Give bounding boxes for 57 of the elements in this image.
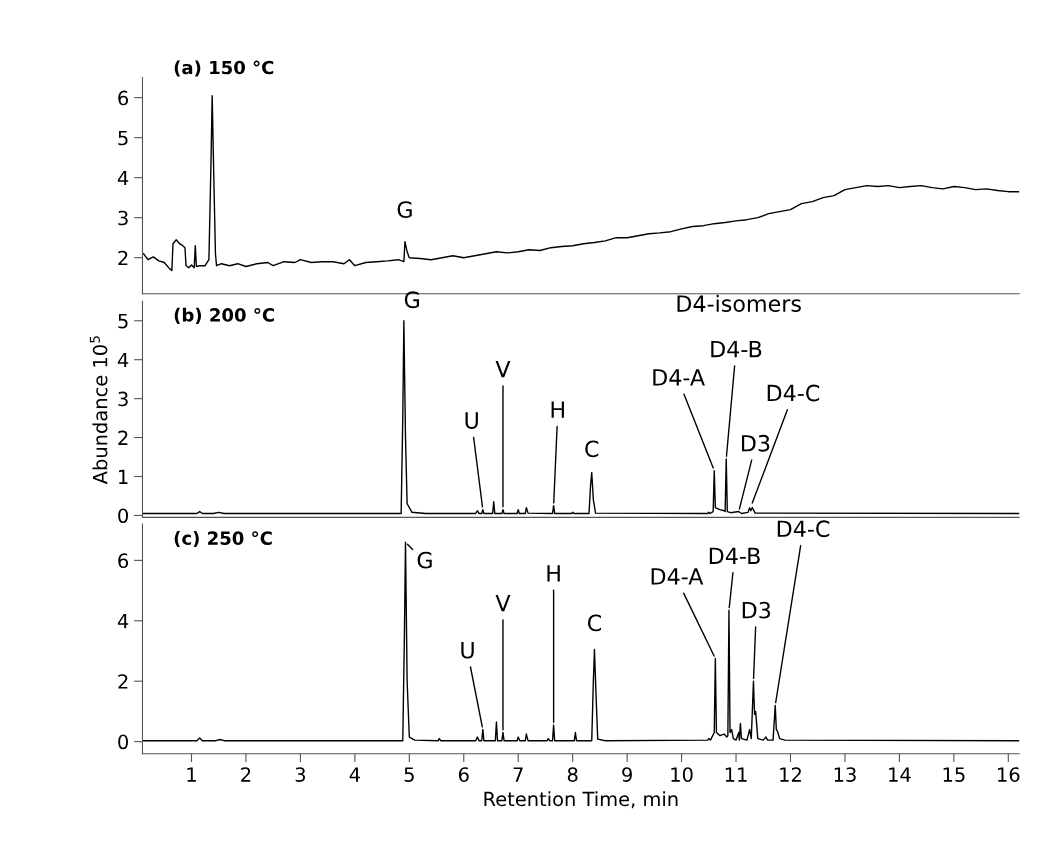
x-tick-label: 6 (458, 767, 469, 782)
chart-title: (c) 250 °C (174, 531, 272, 548)
annotation: D4-C (777, 520, 830, 538)
y-tick-label: 4 (117, 352, 129, 368)
x-tick-label: 4 (349, 767, 360, 782)
annotation: V (495, 360, 511, 378)
y-tick-label: 4 (117, 614, 129, 629)
annotation: G (397, 201, 412, 218)
y-tick-label: 6 (118, 90, 129, 106)
line-series (142, 94, 1020, 272)
x-tick-label: 7 (513, 767, 523, 782)
annotation: U (461, 642, 474, 659)
annotation: D4-A (651, 568, 704, 585)
y-tick-label: 2 (118, 674, 128, 689)
y-tick-label: 3 (118, 391, 128, 407)
annotation: C (587, 614, 602, 632)
y-tick-label: 0 (118, 508, 128, 524)
y-axis-title: Abundance 10$^{5}$ (89, 336, 108, 485)
annotation: G (417, 551, 432, 569)
x-axis-title: Retention Time, min (484, 791, 678, 809)
annotation: D4-isomers (677, 294, 801, 313)
x-tick-label: 1 (187, 767, 196, 782)
annotation: H (551, 401, 564, 418)
x-tick-label: 16 (998, 767, 1020, 782)
y-tick-label: 5 (118, 313, 128, 329)
x-tick-label: 8 (567, 767, 578, 782)
chart-title: (a) 150 °C (174, 60, 274, 77)
x-tick-label: 12 (780, 767, 801, 782)
x-tick-label: 15 (943, 767, 965, 782)
x-tick-label: 2 (241, 767, 251, 782)
x-tick-label: 3 (295, 767, 306, 782)
annotation: G (404, 291, 419, 309)
annotation: D3 (741, 434, 770, 452)
y-tick-label: 1 (119, 469, 128, 484)
annotation: H (547, 565, 560, 582)
annotation: D3 (742, 601, 771, 619)
y-tick-label: 3 (118, 210, 128, 226)
x-tick-label: 13 (834, 767, 856, 782)
x-tick-label: 14 (889, 767, 911, 782)
annotation: V (495, 595, 511, 612)
chart-title: (b) 200 °C (174, 307, 274, 324)
annotation: D4-B (711, 340, 762, 358)
x-tick-label: 5 (404, 767, 414, 782)
annotation: D4-A (653, 369, 705, 386)
x-tick-label: 9 (622, 767, 632, 782)
annotation: D4-B (709, 547, 760, 564)
x-tick-label: 10 (671, 767, 693, 782)
y-tick-label: 4 (117, 170, 129, 186)
y-tick-label: 5 (118, 130, 128, 146)
y-tick-label: 2 (118, 430, 128, 445)
annotation: D4-C (767, 384, 820, 402)
y-tick-label: 6 (118, 553, 129, 569)
y-tick-label: 2 (118, 250, 128, 266)
y-tick-label: 0 (118, 734, 128, 750)
x-tick-label: 11 (725, 767, 747, 782)
annotation: C (585, 440, 599, 458)
annotation: U (465, 412, 478, 429)
